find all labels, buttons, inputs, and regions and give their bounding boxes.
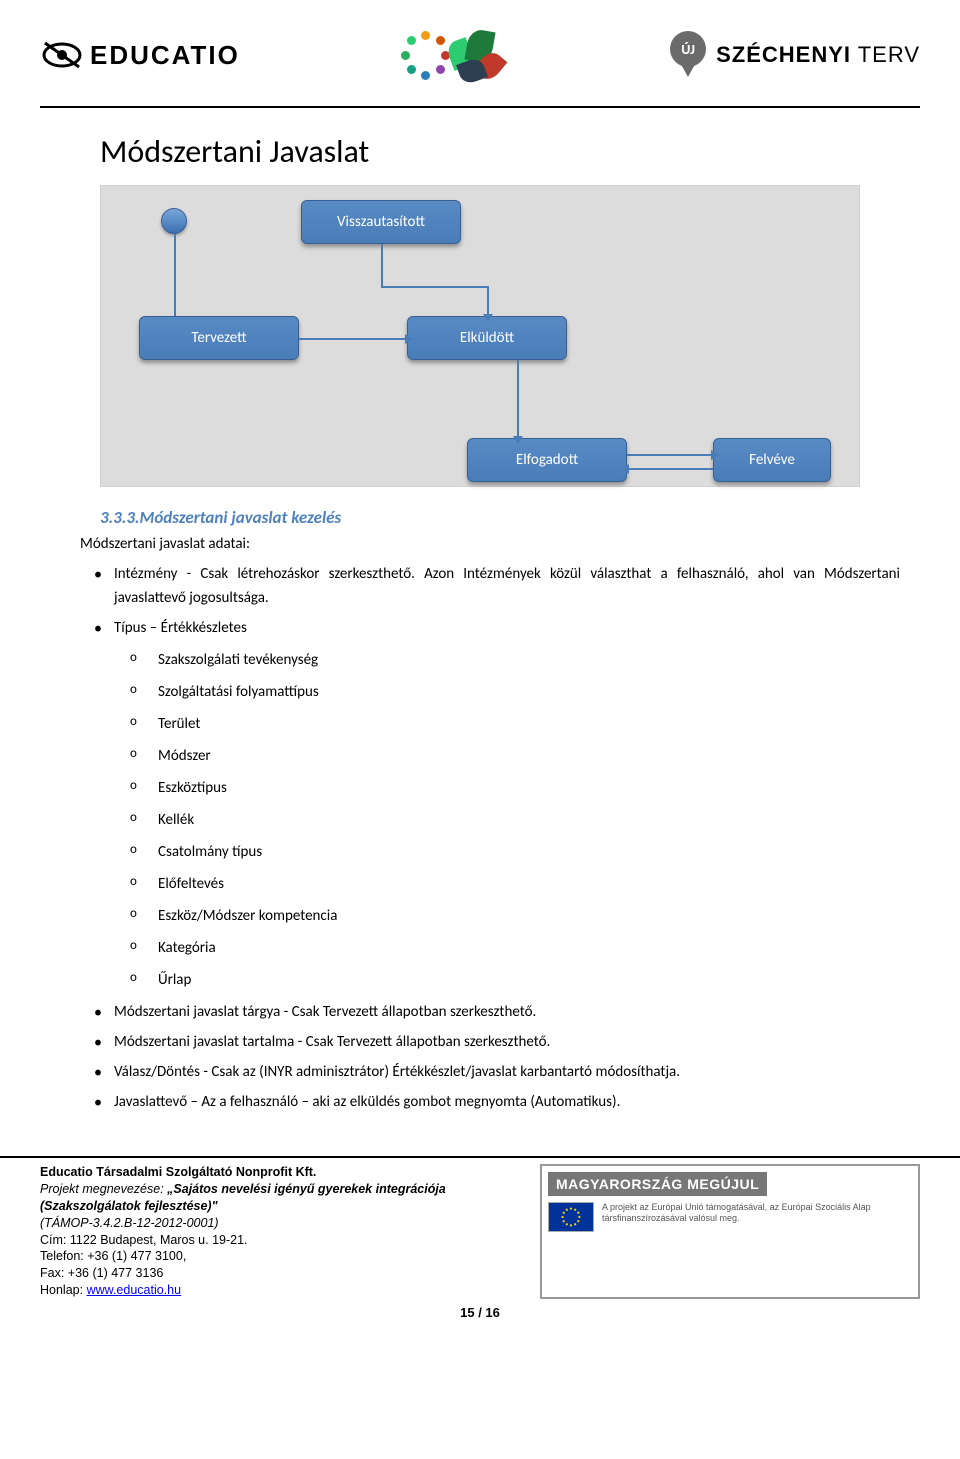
szechenyi-bold: SZÉCHENYI — [716, 42, 851, 67]
sub-item: Kellék — [158, 808, 900, 832]
header-rule — [40, 106, 920, 108]
flow-node-tervezett: Tervezett — [139, 316, 299, 360]
flow-node-vissza: Visszautasított — [301, 200, 461, 244]
sub-item: Módszer — [158, 744, 900, 768]
flow-start-circle — [161, 208, 187, 234]
bullet-item: Javaslattevő – Az a felhasználó – aki az… — [114, 1090, 900, 1114]
body: Módszertani javaslat adatai: Intézmény -… — [80, 532, 900, 1114]
header: EDUCATIO ÚJ SZÉCHENYI TERV — [40, 20, 920, 100]
footer-tel: Telefon: +36 (1) 477 3100, — [40, 1248, 520, 1265]
sub-item: Szakszolgálati tevékenység — [158, 648, 900, 672]
mid-logo — [395, 20, 515, 90]
page-total: 16 — [485, 1305, 499, 1320]
pin-icon: ÚJ — [670, 31, 706, 79]
footer-web-label: Honlap: — [40, 1283, 87, 1297]
sub-item: Kategória — [158, 936, 900, 960]
eu-flag-icon — [548, 1202, 594, 1232]
footer-addr: Cím: 1122 Budapest, Maros u. 19-21. — [40, 1232, 520, 1249]
sub-list: Szakszolgálati tevékenység Szolgáltatási … — [114, 648, 900, 992]
szechenyi-text: SZÉCHENYI TERV — [716, 42, 920, 68]
sub-item: Eszköztípus — [158, 776, 900, 800]
megujul-bar: MAGYARORSZÁG MEGÚJUL — [548, 1172, 767, 1196]
flowchart: Visszautasított Tervezett Elküldött Elfogad… — [100, 185, 860, 487]
sub-item: Eszköz/Módszer kompetencia — [158, 904, 900, 928]
sub-item: Terület — [158, 712, 900, 736]
szechenyi-logo: ÚJ SZÉCHENYI TERV — [670, 31, 920, 79]
educatio-word: EDUCATIO — [90, 40, 240, 71]
sub-item: Előfeltevés — [158, 872, 900, 896]
sub-item: Űrlap — [158, 968, 900, 992]
footer-right: MAGYARORSZÁG MEGÚJUL A projekt az Európa… — [540, 1164, 920, 1299]
page-title: Módszertani Javaslat — [100, 132, 920, 171]
section-heading: 3.3.3.Módszertani javaslat kezelés — [100, 507, 920, 528]
footer-web-link[interactable]: www.educatio.hu — [87, 1283, 182, 1297]
bullet-item: Módszertani javaslat tárgya - Csak Terve… — [114, 1000, 900, 1024]
intro-line: Módszertani javaslat adatai: — [80, 532, 900, 556]
flow-node-elfogadott: Elfogadott — [467, 438, 627, 482]
footer-fax: Fax: +36 (1) 477 3136 — [40, 1265, 520, 1282]
footer-company: Educatio Társadalmi Szolgáltató Nonprofi… — [40, 1164, 520, 1181]
educatio-eye-icon — [40, 39, 84, 71]
flow-node-felveve: Felvéve — [713, 438, 831, 482]
bullet-label: Típus – Értékkészletes — [114, 619, 247, 637]
eu-text: A projekt az Európai Unió támogatásával,… — [602, 1202, 902, 1224]
bullet-list: Intézmény - Csak létrehozáskor szerkeszt… — [80, 562, 900, 1114]
flow-node-elkuldott: Elküldött — [407, 316, 567, 360]
bullet-item: Intézmény - Csak létrehozáskor szerkeszt… — [114, 562, 900, 610]
bullet-item: Módszertani javaslat tartalma - Csak Ter… — [114, 1030, 900, 1054]
page-current: 15 — [460, 1305, 474, 1320]
szechenyi-rest: TERV — [851, 42, 920, 67]
sub-item: Csatolmány típus — [158, 840, 900, 864]
footer-proj-code: (TÁMOP-3.4.2.B-12-2012-0001) — [40, 1215, 520, 1232]
footer-left: Educatio Társadalmi Szolgáltató Nonprofi… — [40, 1164, 520, 1299]
footer: Educatio Társadalmi Szolgáltató Nonprofi… — [0, 1158, 960, 1299]
bullet-item: Válasz/Döntés - Csak az (INYR adminisztr… — [114, 1060, 900, 1084]
bullet-item: Típus – Értékkészletes Szakszolgálati te… — [114, 616, 900, 992]
page-number: 15 / 16 — [0, 1305, 960, 1320]
sub-item: Szolgáltatási folyamattípus — [158, 680, 900, 704]
educatio-logo: EDUCATIO — [40, 39, 240, 71]
footer-proj-label: Projekt megnevezése: — [40, 1182, 167, 1196]
